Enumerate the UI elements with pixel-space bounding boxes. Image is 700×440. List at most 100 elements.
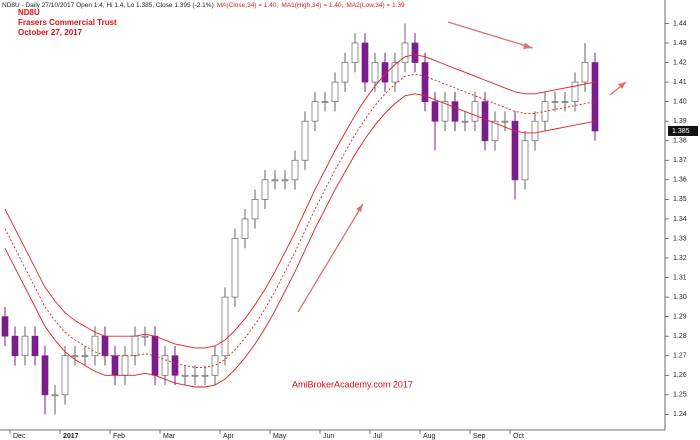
candle-body <box>211 355 219 376</box>
arrow-head <box>523 43 533 49</box>
candle-body <box>271 179 279 182</box>
y-tick-label: 1.29 <box>673 313 687 320</box>
x-tick-label: Jul <box>373 433 382 440</box>
y-tick-label: 1.32 <box>673 255 687 262</box>
candle-body <box>261 179 269 200</box>
candle-body <box>521 140 529 181</box>
candle-body <box>231 238 239 298</box>
candle-body <box>441 101 449 122</box>
trend-arrow <box>297 203 364 313</box>
ma-line <box>4 73 596 368</box>
header-part: MA2(Low,34) = 1.39 <box>346 2 405 9</box>
arrow-head <box>618 82 626 89</box>
date: October 27, 2017 <box>18 28 83 37</box>
candle-body <box>421 62 429 102</box>
candle-body <box>351 42 359 63</box>
candle-body <box>111 355 119 376</box>
candle-body <box>91 335 99 357</box>
y-tick-label: 1.31 <box>673 274 687 281</box>
x-tick-label: Jun <box>323 433 334 440</box>
candle-body <box>511 120 519 181</box>
candle-body <box>1 316 9 337</box>
x-tick-label: Mar <box>163 433 176 440</box>
candle-body <box>41 355 49 396</box>
company: Frasers Commercial Trust <box>18 18 117 27</box>
ticker: ND8U <box>18 8 40 17</box>
last-price-tag <box>668 125 698 136</box>
ma-line <box>4 54 596 349</box>
x-tick-label: Feb <box>113 433 125 440</box>
x-tick-label: Sep <box>473 433 486 440</box>
x-tick-label: Apr <box>223 433 235 440</box>
x-tick-label: 2017 <box>63 433 79 440</box>
y-tick-label: 1.42 <box>673 59 687 66</box>
candle-body <box>301 120 309 161</box>
header-part: MA1(High,34) = 1.40, <box>281 2 343 9</box>
y-tick-label: 1.25 <box>673 392 687 399</box>
y-tick-label: 1.38 <box>673 138 687 145</box>
candle-body <box>161 355 169 376</box>
header-part: ND8U - Daily 27/10/2017 Open 1.4, Hi 1.4… <box>2 2 214 9</box>
candle-body <box>81 355 89 358</box>
candle-body <box>61 355 69 396</box>
y-tick-label: 1.26 <box>673 372 687 379</box>
header: ND8U - Daily 27/10/2017 Open 1.4, Hi 1.4… <box>2 2 405 9</box>
y-tick-label: 1.41 <box>673 79 687 86</box>
y-tick-label: 1.28 <box>673 333 687 340</box>
candle-body <box>21 335 29 357</box>
candle-body <box>141 335 149 338</box>
candle-body <box>591 62 599 132</box>
candle-body <box>181 374 189 377</box>
candle-body <box>531 120 539 142</box>
y-tick-label: 1.44 <box>673 20 687 27</box>
candle-body <box>251 199 259 220</box>
candle-body <box>371 62 379 83</box>
y-tick-label: 1.39 <box>673 118 687 125</box>
candle-body <box>431 101 439 122</box>
candle-body <box>551 101 559 103</box>
candle-body <box>281 179 289 182</box>
candle-body <box>131 335 139 357</box>
watermark: AmiBrokerAcademy.com 2017 <box>292 379 413 389</box>
candle-body <box>51 394 59 397</box>
candle-body <box>451 101 459 122</box>
candle-body <box>171 355 179 376</box>
y-tick-label: 1.40 <box>673 98 687 105</box>
candle-body <box>401 42 409 63</box>
candle-body <box>361 42 369 83</box>
candle-body <box>101 335 109 357</box>
candle-body <box>411 42 419 63</box>
arrow-head <box>356 204 363 212</box>
candle-body <box>481 101 489 142</box>
y-tick-label: 1.33 <box>673 235 687 242</box>
candle-body <box>71 355 79 358</box>
y-tick-label: 1.24 <box>673 411 687 418</box>
header-part: MA(Close,34) = 1.40, <box>217 2 279 9</box>
x-tick-label: Oct <box>513 433 524 440</box>
y-tick-label: 1.43 <box>673 40 687 47</box>
candle-body <box>31 335 39 357</box>
candle-body <box>241 218 249 239</box>
x-tick-label: May <box>273 433 287 440</box>
trend-arrow <box>447 21 534 49</box>
candle-body <box>581 62 589 83</box>
candle-body <box>321 101 329 103</box>
candle-body <box>471 101 479 122</box>
x-tick-label: Aug <box>423 433 436 440</box>
x-tick-label: Dec <box>13 433 26 440</box>
candle-body <box>501 120 509 123</box>
y-tick-label: 1.36 <box>673 177 687 184</box>
candle-body <box>491 120 499 142</box>
candle-body <box>391 62 399 83</box>
candle-body <box>221 296 229 357</box>
candle-body <box>461 120 469 123</box>
y-tick-label: 1.34 <box>673 216 687 223</box>
candle-body <box>331 81 339 102</box>
candle-body <box>311 101 319 122</box>
y-tick-label: 1.37 <box>673 157 687 164</box>
y-tick-label: 1.27 <box>673 353 687 360</box>
ma-line <box>4 93 596 388</box>
candle-body <box>341 62 349 83</box>
